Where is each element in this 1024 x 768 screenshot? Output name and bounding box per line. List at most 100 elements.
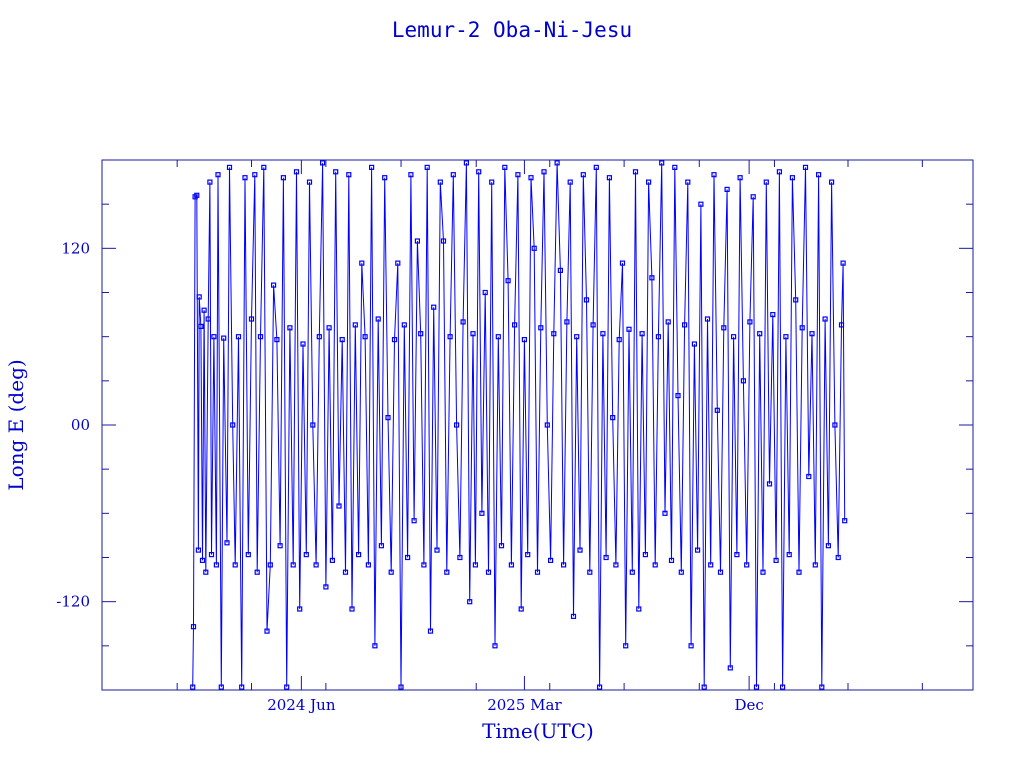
data-point <box>405 554 411 561</box>
data-point <box>825 543 832 549</box>
data-point <box>642 551 649 558</box>
data-point <box>271 282 277 288</box>
data-point <box>235 334 242 340</box>
data-point <box>744 562 750 568</box>
data-point <box>694 547 701 553</box>
data-point <box>662 510 668 516</box>
data-point <box>786 551 792 558</box>
data-point <box>734 551 740 558</box>
data-point <box>450 172 456 178</box>
data-point <box>385 415 391 421</box>
data-point <box>766 481 773 487</box>
data-point <box>230 422 236 428</box>
data-points <box>190 160 848 690</box>
data-point <box>551 331 557 337</box>
data-point <box>672 164 678 170</box>
data-point <box>619 260 626 266</box>
data-point <box>557 267 564 273</box>
data-point <box>190 684 196 690</box>
data-point <box>518 606 524 612</box>
data-point <box>708 562 714 568</box>
data-point <box>239 684 245 690</box>
data-point <box>201 307 207 313</box>
data-point <box>750 194 756 200</box>
data-point <box>819 684 825 690</box>
data-point <box>629 569 635 575</box>
data-point <box>194 192 200 198</box>
data-point <box>457 554 463 561</box>
data-point <box>796 569 802 575</box>
data-point <box>306 179 313 185</box>
data-point <box>721 325 727 331</box>
data-point <box>538 325 544 331</box>
axis-ticks <box>102 160 973 690</box>
data-point <box>626 326 632 332</box>
y-tick-label: -120 <box>56 593 90 611</box>
data-point <box>757 331 763 337</box>
data-point <box>842 518 848 524</box>
data-point <box>623 643 629 649</box>
data-point <box>701 684 707 690</box>
data-point <box>779 684 786 690</box>
data-point <box>502 164 508 170</box>
data-point <box>610 415 616 421</box>
data-point <box>205 316 211 322</box>
data-point <box>323 584 329 590</box>
x-tick-label: Dec <box>734 696 763 714</box>
data-point <box>485 569 492 575</box>
data-point <box>349 606 355 612</box>
data-point <box>740 378 747 384</box>
data-point <box>806 473 812 480</box>
data-point <box>203 569 209 575</box>
data-point <box>414 238 420 244</box>
data-point <box>711 172 717 178</box>
data-point <box>639 331 645 337</box>
data-point <box>636 606 642 612</box>
data-point <box>505 278 511 284</box>
data-point <box>832 422 838 428</box>
data-point <box>793 297 799 303</box>
data-point <box>346 172 352 178</box>
data-point <box>482 289 488 296</box>
data-point <box>799 325 805 331</box>
data-point <box>665 319 671 325</box>
data-point <box>838 322 845 328</box>
chart-title: Lemur-2 Oba-Ni-Jesu <box>392 18 632 42</box>
data-point <box>427 628 434 634</box>
data-point <box>280 175 286 181</box>
data-point <box>303 551 309 558</box>
data-point <box>554 160 560 166</box>
data-point <box>352 322 358 328</box>
data-point <box>326 325 332 331</box>
data-point <box>681 322 688 328</box>
data-point <box>316 334 322 340</box>
data-point <box>267 562 273 568</box>
data-point <box>773 557 779 564</box>
x-tick-label: 2025 Mar <box>487 696 562 714</box>
data-point <box>783 334 789 340</box>
data-point <box>547 557 554 564</box>
data-point <box>310 422 316 428</box>
data-point <box>261 164 267 170</box>
data-point <box>408 172 414 178</box>
data-point <box>232 562 238 568</box>
data-point <box>655 334 662 340</box>
data-point <box>190 624 197 630</box>
data-point <box>688 643 694 649</box>
data-point <box>391 337 398 343</box>
data-point <box>770 312 776 318</box>
data-point <box>616 337 622 343</box>
x-axis-label: Time(UTC) <box>482 719 594 743</box>
data-point <box>375 316 381 322</box>
data-point <box>378 543 384 549</box>
data-point <box>593 164 599 170</box>
data-point <box>287 325 293 331</box>
data-point <box>454 422 460 428</box>
data-point <box>411 518 417 524</box>
data-point <box>460 319 466 325</box>
data-point <box>828 179 835 185</box>
data-point <box>544 422 550 428</box>
data-point <box>632 169 639 175</box>
